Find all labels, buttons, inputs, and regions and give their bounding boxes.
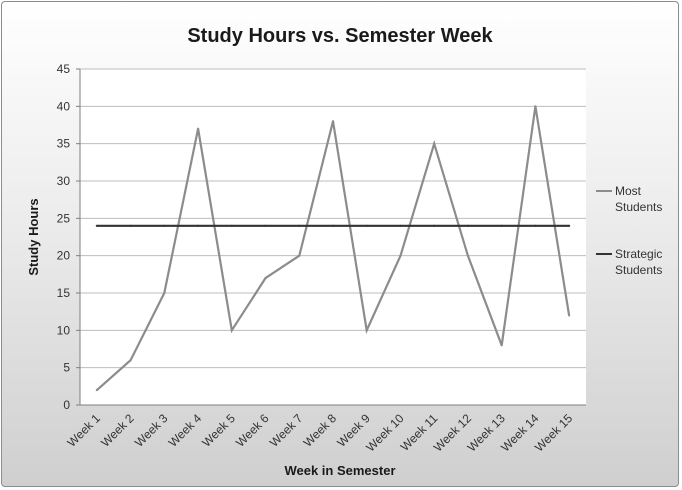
plot-area [80,69,586,405]
data-point [466,254,470,257]
data-point [129,359,132,362]
legend-label: Students [615,200,662,214]
data-point [230,224,233,227]
x-tick-label: Week 15 [532,411,575,454]
data-point [196,224,200,227]
y-tick-label: 15 [57,286,71,300]
x-tick-label: Week 8 [301,411,340,450]
legend: Most Students Strategic Students [596,184,662,277]
y-axis-label: Study Hours [26,198,41,275]
data-point [264,224,267,227]
chart-title: Study Hours vs. Semester Week [187,25,493,47]
x-tick-label: Week 6 [233,411,272,450]
data-point [95,224,98,227]
y-tick-label: 0 [63,398,70,412]
data-point [298,254,301,257]
y-tick-label: 10 [57,323,71,337]
series-layer [95,105,571,392]
y-tick-label: 30 [57,174,71,188]
gridlines [79,68,586,406]
x-tick-label: Week 2 [98,411,137,450]
data-point [264,276,267,280]
data-point [466,224,470,227]
data-point [196,127,200,130]
data-point [95,388,98,392]
legend-label: Strategic [615,247,662,261]
x-tick-label: Week 5 [199,411,238,450]
data-point [163,224,166,227]
y-axis-ticks: 0 5 10 15 20 25 30 35 40 45 [57,62,80,412]
y-tick-label: 35 [57,137,71,151]
x-tick-label: Week 1 [64,411,103,450]
data-point [365,224,368,227]
data-point [568,314,571,317]
data-point [163,291,166,295]
data-point [534,105,537,108]
data-point [534,224,537,227]
data-point [433,224,436,227]
data-point [399,254,402,257]
data-point [298,224,301,227]
data-point [129,224,132,227]
y-tick-label: 40 [57,99,71,113]
x-axis-label: Week in Semester [284,463,395,478]
data-point [433,142,436,145]
y-tick-label: 25 [57,211,71,225]
x-tick-label: Week 10 [363,411,406,454]
data-point [568,224,571,227]
data-point [399,224,402,227]
legend-label: Most [615,184,642,198]
y-tick-label: 5 [63,361,70,375]
y-tick-label: 20 [57,249,71,263]
data-point [365,329,368,332]
data-point [331,224,335,227]
data-point [230,329,233,332]
data-point [500,224,503,227]
y-tick-label: 45 [57,62,71,76]
x-tick-label: Week 7 [267,411,306,450]
x-tick-label: Week 3 [132,411,171,450]
legend-label: Students [615,263,662,277]
data-point [331,120,335,123]
data-point [500,344,503,347]
x-tick-label: Week 4 [166,411,205,450]
